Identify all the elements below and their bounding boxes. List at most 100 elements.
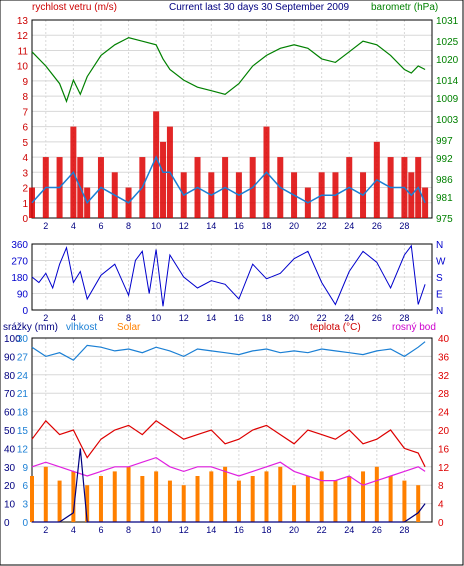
solar-bar xyxy=(236,480,241,522)
p1-x-tick-label: 6 xyxy=(98,221,103,231)
p1-left-tick-label: 1 xyxy=(22,199,28,210)
solar-bar xyxy=(195,476,200,522)
p3-temp-tick-label: 32 xyxy=(438,371,450,382)
p1-right-tick-label: 981 xyxy=(436,193,453,204)
p3-humidity-tick-label: 12 xyxy=(17,444,29,455)
solar-bar xyxy=(57,480,62,522)
p3-rain-tick-label: 50 xyxy=(4,426,16,437)
p1-left-tick-label: 13 xyxy=(17,16,29,27)
p1-x-tick-label: 10 xyxy=(151,221,161,231)
p2-left-tick-label: 0 xyxy=(22,306,28,317)
rain-axis-label: srážky (mm) xyxy=(3,322,58,333)
p1-left-tick-label: 6 xyxy=(22,123,28,134)
p2-x-tick-label: 2 xyxy=(43,313,48,323)
wind-gust-bar xyxy=(160,141,167,218)
p3-x-tick-label: 24 xyxy=(344,525,354,535)
p3-humidity-tick-label: 18 xyxy=(17,408,29,419)
solar-axis-label: Solar xyxy=(117,322,141,333)
p1-plot-border xyxy=(31,19,433,219)
solar-bar xyxy=(167,480,172,522)
p2-left-tick-label: 360 xyxy=(11,240,28,251)
p2-x-tick-label: 14 xyxy=(206,313,216,323)
p3-humidity-tick-label: 30 xyxy=(17,334,29,345)
solar-bar xyxy=(402,480,407,522)
solar-bar xyxy=(292,485,297,522)
p2-x-tick-label: 6 xyxy=(98,313,103,323)
p3-rain-tick-label: 70 xyxy=(4,389,16,400)
p3-temp-tick-label: 12 xyxy=(438,463,450,474)
p3-x-tick-label: 18 xyxy=(261,525,271,535)
p3-x-tick-label: 2 xyxy=(43,525,48,535)
p3-temp-tick-label: 8 xyxy=(438,481,444,492)
p1-left-tick-label: 3 xyxy=(22,168,28,179)
p3-x-tick-label: 26 xyxy=(372,525,382,535)
solar-bar xyxy=(319,471,324,522)
p2-left-tick-label: 270 xyxy=(11,257,28,268)
solar-bar xyxy=(333,480,338,522)
p3-temp-tick-label: 20 xyxy=(438,426,450,437)
p1-left-tick-label: 8 xyxy=(22,92,28,103)
p3-rain-tick-label: 30 xyxy=(4,463,16,474)
p1-right-tick-label: 1009 xyxy=(436,94,459,105)
p3-x-tick-label: 14 xyxy=(206,525,216,535)
p3-temp-tick-label: 24 xyxy=(438,408,450,419)
p1-x-tick-label: 4 xyxy=(71,221,76,231)
barometer-line xyxy=(31,37,426,104)
p3-x-tick-label: 4 xyxy=(71,525,76,535)
humidity-line xyxy=(31,341,426,361)
p3-humidity-tick-label: 3 xyxy=(22,500,28,511)
p2-x-tick-label: 12 xyxy=(179,313,189,323)
p1-x-tick-label: 18 xyxy=(261,221,271,231)
p2-plot-border xyxy=(31,243,433,311)
p2-x-tick-label: 8 xyxy=(126,313,131,323)
p2-compass-label: N xyxy=(436,240,443,251)
solar-bar xyxy=(140,476,145,522)
p3-x-tick-label: 12 xyxy=(179,525,189,535)
solar-bar xyxy=(43,466,48,522)
p2-x-tick-label: 18 xyxy=(261,313,271,323)
p1-right-tick-label: 1031 xyxy=(436,16,459,27)
p1-x-tick-label: 12 xyxy=(179,221,189,231)
p2-x-tick-label: 26 xyxy=(372,313,382,323)
solar-bar xyxy=(250,476,255,522)
solar-bar xyxy=(388,476,393,522)
p2-compass-label: N xyxy=(436,306,443,317)
p1-x-tick-label: 26 xyxy=(372,221,382,231)
p2-x-tick-label: 10 xyxy=(151,313,161,323)
solar-bar xyxy=(223,466,228,522)
p3-x-tick-label: 22 xyxy=(317,525,327,535)
p3-temp-tick-label: 0 xyxy=(438,518,444,529)
p1-x-tick-label: 14 xyxy=(206,221,216,231)
p3-rain-tick-label: 10 xyxy=(4,500,16,511)
p3-temp-tick-label: 36 xyxy=(438,352,450,363)
solar-bar xyxy=(154,471,159,522)
p1-right-tick-label: 1020 xyxy=(436,55,459,66)
p1-right-tick-label: 1014 xyxy=(436,76,459,87)
p1-right-tick-label: 986 xyxy=(436,175,453,186)
solar-bar xyxy=(278,466,283,522)
wind-axis-label: rychlost vetru (m/s) xyxy=(32,2,117,13)
p1-left-tick-label: 7 xyxy=(22,107,28,118)
humidity-axis-label: vlhkost xyxy=(66,322,97,333)
p1-left-tick-label: 2 xyxy=(22,184,28,195)
p2-left-tick-label: 180 xyxy=(11,273,28,284)
p3-x-tick-label: 6 xyxy=(98,525,103,535)
p2-compass-label: W xyxy=(436,257,446,268)
p3-humidity-tick-label: 27 xyxy=(17,352,29,363)
rain-line xyxy=(32,448,426,523)
p3-rain-tick-label: 0 xyxy=(4,518,10,529)
solar-bar xyxy=(264,471,269,522)
solar-bar xyxy=(416,485,421,522)
p3-humidity-tick-label: 0 xyxy=(22,518,28,529)
p3-temp-tick-label: 4 xyxy=(438,500,444,511)
p3-x-tick-label: 20 xyxy=(289,525,299,535)
p1-x-tick-label: 24 xyxy=(344,221,354,231)
p1-x-tick-label: 22 xyxy=(317,221,327,231)
p1-x-tick-label: 16 xyxy=(234,221,244,231)
p1-left-tick-label: 4 xyxy=(22,153,28,164)
p3-humidity-tick-label: 9 xyxy=(22,463,28,474)
p3-rain-tick-label: 90 xyxy=(4,352,16,363)
p1-x-tick-label: 28 xyxy=(399,221,409,231)
solar-bar xyxy=(361,471,366,522)
